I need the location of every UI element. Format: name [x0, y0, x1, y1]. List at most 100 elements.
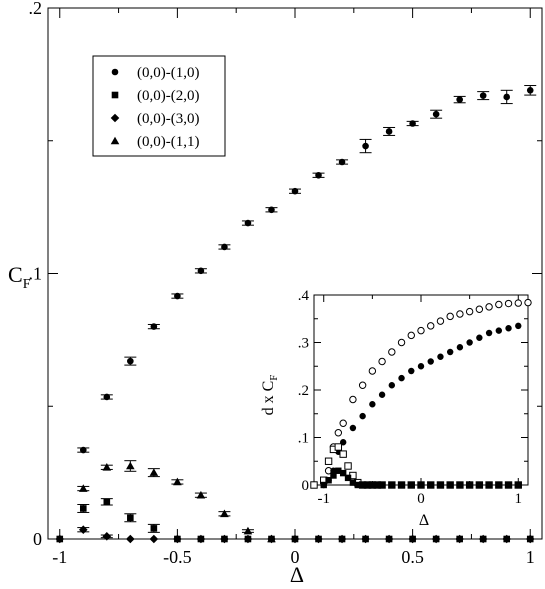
inset-data-point-series-3 [349, 479, 357, 486]
data-point-series-3 [173, 477, 182, 486]
data-point-series-2 [525, 534, 535, 544]
inset-data-point-series-3 [417, 481, 425, 489]
data-point-series-0 [479, 92, 487, 99]
inset-data-point-series-1 [378, 391, 386, 398]
data-point-series-3 [102, 463, 112, 471]
inset-data-point-series-3 [335, 467, 342, 474]
data-point-series-3 [196, 490, 206, 499]
x-tick-label: -1 [52, 547, 67, 567]
inset-y-axis-title: d x CF [260, 375, 280, 416]
inset-data-point-series-3 [388, 481, 396, 489]
inset-data-point-series-0 [504, 299, 513, 308]
data-point-series-1 [79, 505, 87, 512]
inset-data-point-series-3 [330, 472, 337, 479]
inset-chart: -1 0 1 0 .1 .2 .3 .4 Δ d x CF [260, 288, 532, 529]
inset-x-tick-label: 1 [515, 491, 523, 507]
inset-data-marks [310, 298, 532, 489]
inset-data-point-series-1 [427, 358, 434, 365]
inset-y-axis-title-sub: F [268, 375, 280, 381]
data-point-series-0 [244, 219, 252, 227]
inset-data-point-series-1 [456, 344, 464, 351]
inset-data-point-series-1 [437, 353, 444, 360]
inset-data-point-series-3 [437, 481, 444, 489]
inset-data-point-series-0 [397, 338, 406, 347]
legend-label-0: (0,0)-(1,0) [137, 65, 199, 81]
data-point-series-2 [126, 534, 135, 544]
inset-x-tick-label: 0 [417, 491, 425, 507]
inset-data-point-series-0 [388, 348, 396, 356]
data-point-series-0 [456, 96, 463, 103]
inset-data-point-series-1 [388, 382, 396, 389]
inset-data-point-series-1 [476, 334, 483, 341]
inset-data-point-series-3 [364, 481, 371, 489]
data-point-series-0 [432, 110, 440, 118]
data-point-series-2 [384, 534, 394, 544]
legend-marker-0 [111, 68, 119, 76]
inset-data-point-series-0 [334, 429, 343, 437]
inset-data-point-series-0 [495, 300, 503, 309]
y-tick-label: 0 [33, 529, 42, 549]
main-y-axis-title-main: C [8, 262, 23, 287]
inset-data-point-series-0 [339, 419, 347, 427]
inset-data-point-series-3 [495, 481, 503, 489]
data-point-series-2 [361, 534, 370, 544]
legend-label-3: (0,0)-(1,1) [137, 134, 199, 150]
inset-data-point-series-0 [446, 312, 454, 321]
inset-data-point-series-1 [515, 322, 522, 330]
inset-data-point-series-3 [466, 481, 473, 489]
x-tick-label: 1 [526, 547, 535, 567]
data-point-series-0 [174, 292, 181, 300]
inset-y-tick-label: 0 [302, 478, 310, 494]
data-point-series-0 [127, 357, 134, 365]
inset-y-tick-label: .2 [298, 383, 309, 399]
inset-data-point-series-3 [456, 481, 464, 489]
inset-data-point-series-0 [465, 307, 474, 316]
data-point-series-3 [267, 534, 276, 543]
inset-data-point-series-3 [505, 481, 512, 489]
inset-data-point-series-3 [339, 469, 347, 477]
data-point-series-2 [431, 534, 441, 544]
data-point-series-2 [502, 534, 512, 544]
data-point-series-0 [409, 120, 416, 127]
data-point-series-0 [221, 243, 228, 251]
data-point-series-1 [127, 514, 134, 522]
data-point-series-0 [103, 393, 111, 401]
inset-data-point-series-3 [369, 481, 376, 489]
x-tick-label: 0.5 [401, 547, 424, 567]
data-point-series-0 [268, 206, 275, 214]
data-point-series-3 [243, 526, 253, 535]
data-point-series-3 [149, 468, 159, 476]
legend: (0,0)-(1,0) (0,0)-(2,0) (0,0)-(3,0) (0,0… [92, 55, 226, 157]
data-point-series-2 [243, 534, 253, 544]
inset-data-point-series-3 [427, 481, 434, 489]
data-point-series-0 [526, 87, 534, 94]
inset-data-point-series-3 [476, 481, 483, 489]
data-point-series-2 [55, 534, 65, 544]
inset-y-tick-label: .4 [298, 288, 310, 304]
legend-items [110, 68, 120, 145]
data-point-series-1 [103, 498, 111, 506]
legend-label-2: (0,0)-(3,0) [137, 111, 199, 127]
y-tick-label: .1 [29, 264, 43, 284]
inset-data-point-series-1 [359, 412, 366, 420]
inset-data-point-series-1 [369, 401, 376, 408]
data-point-series-3 [220, 509, 229, 518]
inset-data-point-series-2 [334, 443, 343, 451]
inset-data-point-series-0 [475, 305, 484, 313]
data-point-series-3 [78, 484, 88, 492]
data-point-series-0 [315, 171, 322, 179]
inset-data-point-series-3 [485, 481, 493, 489]
main-y-axis-title: CF [8, 262, 31, 292]
inset-y-tick-label: .1 [298, 431, 309, 447]
inset-x-axis-title: Δ [419, 512, 429, 529]
y-tick-label: .2 [29, 0, 43, 18]
inset-data-point-series-3 [378, 481, 386, 489]
inset-data-point-series-3 [359, 481, 366, 489]
inset-data-point-series-1 [417, 363, 425, 370]
main-data-marks [55, 85, 537, 544]
inset-data-point-series-2 [324, 457, 333, 465]
data-point-series-2 [337, 534, 347, 544]
inset-data-point-series-3 [354, 481, 361, 489]
data-point-series-0 [362, 142, 369, 150]
